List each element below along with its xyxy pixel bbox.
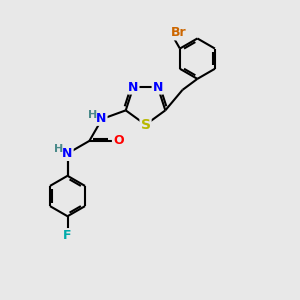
Text: F: F	[63, 229, 72, 242]
Text: S: S	[140, 118, 151, 132]
Text: O: O	[113, 134, 124, 147]
Text: N: N	[62, 147, 73, 160]
Text: N: N	[128, 81, 139, 94]
Text: N: N	[96, 112, 106, 125]
Text: Br: Br	[171, 26, 187, 39]
Text: H: H	[54, 144, 63, 154]
Text: N: N	[153, 81, 163, 94]
Text: H: H	[88, 110, 98, 119]
